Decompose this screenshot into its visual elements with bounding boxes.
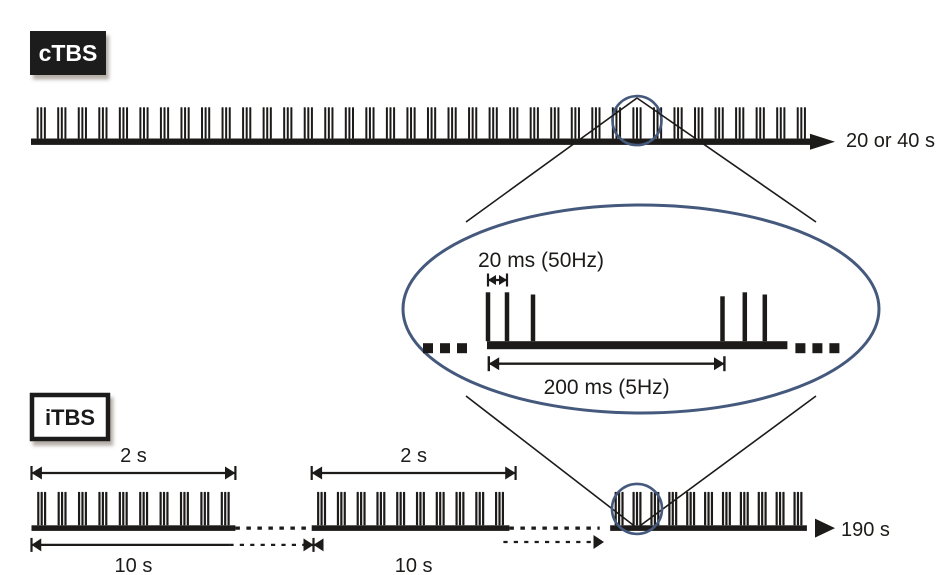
svg-text:20 ms (50Hz): 20 ms (50Hz) <box>478 249 604 272</box>
svg-text:2 s: 2 s <box>400 445 427 467</box>
svg-text:iTBS: iTBS <box>45 405 95 430</box>
svg-text:200 ms (5Hz): 200 ms (5Hz) <box>544 376 670 399</box>
svg-text:cTBS: cTBS <box>39 40 98 66</box>
svg-text:10 s: 10 s <box>395 555 433 575</box>
svg-text:190 s: 190 s <box>841 519 890 541</box>
svg-text:20 or 40 s: 20 or 40 s <box>846 130 935 152</box>
svg-text:10 s: 10 s <box>115 555 153 575</box>
svg-text:2 s: 2 s <box>120 445 147 467</box>
